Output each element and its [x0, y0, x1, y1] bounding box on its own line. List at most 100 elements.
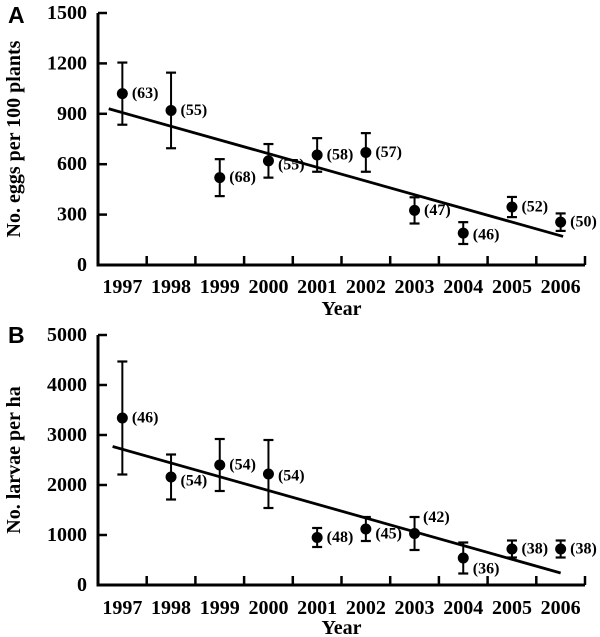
y-tick-label: 2000 [47, 474, 87, 496]
marker-dot [457, 552, 469, 564]
y-tick-label: 3000 [47, 424, 87, 446]
panel-b-letter: B [8, 322, 25, 348]
x-tick-label: 2003 [395, 597, 435, 619]
marker-dot [165, 104, 177, 116]
y-axis-ticks: 0 300 600 900 1200 1500 [47, 2, 107, 276]
sample-size-label: (47) [424, 202, 451, 219]
marker-dot [214, 459, 226, 471]
data-point-2003: (47) [409, 196, 451, 225]
marker-dot [506, 201, 518, 213]
sample-size-label: (55) [278, 156, 305, 173]
marker-dot [360, 523, 372, 535]
marker-dot [360, 146, 372, 158]
y-axis-title: No. larvae per ha [3, 386, 25, 533]
sample-size-label: (50) [570, 214, 597, 231]
y-tick-label: 0 [77, 574, 87, 596]
marker-dot [165, 471, 177, 483]
x-tick-label: 1999 [200, 597, 240, 619]
x-tick-label: 1997 [102, 597, 142, 619]
data-point-2004: (46) [457, 221, 500, 246]
x-axis-title: Year [322, 298, 362, 320]
sample-size-label: (52) [521, 199, 548, 216]
data-point-2002: (57) [360, 132, 402, 173]
data-point-2006: (38) [555, 539, 597, 559]
trend-line [112, 445, 562, 575]
marker-dot [311, 149, 323, 161]
x-tick-label: 2001 [297, 597, 337, 619]
marker-dot [311, 532, 323, 543]
sample-size-label: (38) [521, 541, 548, 558]
data-point-2005: (52) [506, 195, 548, 219]
data-point-1999: (54) [214, 437, 256, 493]
x-tick-label: 2005 [492, 597, 532, 619]
y-tick-label: 4000 [47, 374, 87, 396]
marker-dot [506, 543, 518, 555]
axes [96, 335, 585, 587]
data-point-2000: (54) [262, 438, 305, 510]
data-point-2000: (55) [262, 142, 305, 179]
data-point-2001: (48) [311, 526, 354, 549]
x-tick-label: 2004 [443, 597, 483, 619]
y-tick-label: 600 [57, 153, 87, 175]
x-tick-label: 1997 [102, 276, 142, 298]
marker-dot [409, 528, 421, 539]
sample-size-label: (57) [375, 144, 402, 161]
y-tick-label: 1500 [47, 2, 87, 24]
sample-size-label: (36) [473, 561, 500, 578]
marker-dot [116, 412, 128, 424]
marker-dot [457, 227, 469, 239]
marker-dot [214, 172, 226, 184]
x-tick-label: 2001 [297, 276, 337, 298]
x-tick-label: 2006 [541, 597, 581, 619]
data-point-2003: (42) [409, 509, 450, 552]
marker-dot [262, 468, 274, 480]
data-point-1999: (68) [214, 158, 256, 198]
sample-size-label: (48) [327, 529, 354, 546]
x-tick-label: 2002 [346, 276, 386, 298]
panel-b-plot: 0 1000 2000 3000 4000 5000 1997 1998 1999 2000 200… [3, 324, 597, 637]
panel-a-plot: 0 300 600 900 1200 1500 1997 1998 1999 2000 2001 20… [3, 2, 597, 320]
data-point-1997: (46) [116, 360, 159, 476]
sample-size-label: (45) [375, 526, 402, 543]
y-axis-ticks: 0 1000 2000 3000 4000 5000 [47, 324, 107, 596]
sample-size-label: (55) [181, 102, 208, 119]
y-tick-label: 900 [57, 103, 87, 125]
panel-a: A 0 300 600 900 1200 1500 1997 1998 1999 2000 2001… [3, 2, 597, 320]
sample-size-label: (58) [327, 146, 354, 163]
x-tick-label: 2000 [248, 597, 288, 619]
y-tick-label: 5000 [47, 324, 87, 346]
x-tick-label: 1998 [151, 597, 191, 619]
marker-dot [409, 204, 421, 216]
sample-size-label: (46) [132, 410, 159, 427]
x-tick-label: 1998 [151, 276, 191, 298]
x-tick-label: 2000 [248, 276, 288, 298]
data-point-2004: (36) [457, 541, 500, 578]
sample-size-label: (46) [473, 227, 500, 244]
x-tick-label: 2004 [443, 276, 483, 298]
y-tick-label: 300 [57, 204, 87, 226]
x-tick-label: 2002 [346, 597, 386, 619]
marker-dot [262, 155, 274, 167]
data-point-1998: (55) [165, 71, 208, 150]
x-tick-label: 2003 [395, 276, 435, 298]
data-point-1997: (63) [116, 61, 159, 126]
sample-size-label: (38) [570, 541, 597, 558]
panel-b: B 0 1000 2000 3000 4000 5000 1997 1998 1999 2000 2… [0, 320, 600, 637]
axes [96, 13, 585, 267]
y-tick-label: 1000 [47, 524, 87, 546]
sample-size-label: (54) [181, 473, 208, 490]
panel-a-letter: A [8, 2, 25, 28]
data-point-2001: (58) [311, 137, 354, 173]
marker-dot [116, 88, 128, 100]
x-tick-label: 1999 [200, 276, 240, 298]
x-axis-title: Year [322, 617, 362, 637]
y-axis-title: No. eggs per 100 plants [3, 40, 25, 237]
x-tick-label: 2006 [541, 276, 581, 298]
sample-size-label: (54) [278, 468, 305, 485]
sample-size-label: (68) [229, 169, 256, 186]
y-tick-label: 0 [77, 254, 87, 276]
y-tick-label: 1200 [47, 52, 87, 74]
x-tick-label: 2005 [492, 276, 532, 298]
data-point-2002: (45) [360, 515, 402, 543]
